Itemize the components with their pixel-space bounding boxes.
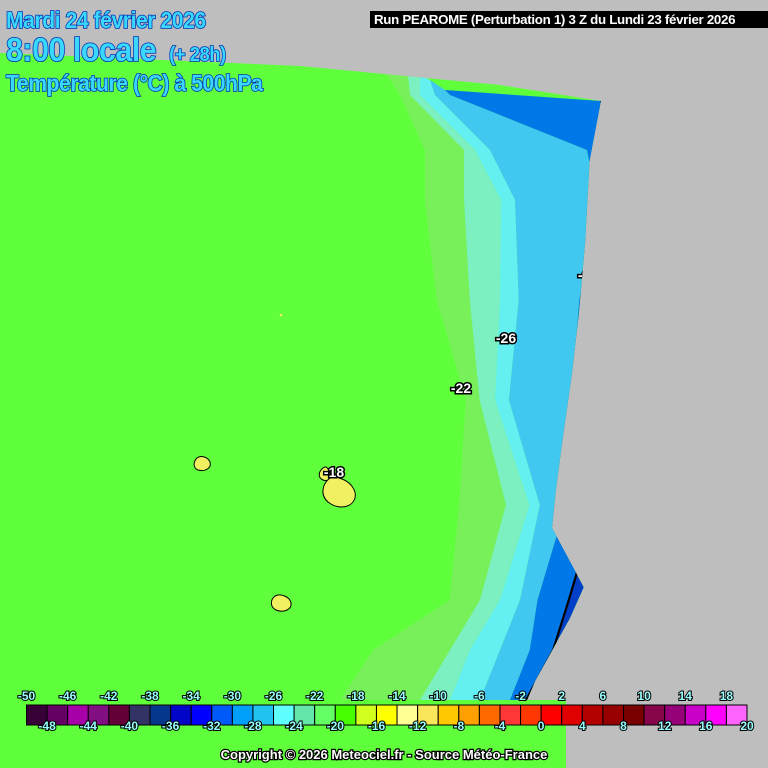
svg-text:-26: -26 bbox=[265, 689, 283, 703]
svg-text:8: 8 bbox=[620, 719, 627, 733]
svg-text:-40: -40 bbox=[121, 719, 139, 733]
svg-text:-34: -34 bbox=[183, 689, 201, 703]
svg-text:-28: -28 bbox=[244, 719, 262, 733]
svg-text:-30: -30 bbox=[224, 689, 242, 703]
svg-text:-4: -4 bbox=[495, 719, 506, 733]
svg-text:-14: -14 bbox=[388, 689, 406, 703]
svg-text:12: 12 bbox=[658, 719, 672, 733]
svg-text:-42: -42 bbox=[100, 689, 118, 703]
svg-text:-18: -18 bbox=[324, 464, 344, 480]
svg-text:-48: -48 bbox=[38, 719, 56, 733]
svg-text:0: 0 bbox=[538, 719, 545, 733]
svg-text:-2: -2 bbox=[515, 689, 526, 703]
svg-text:-44: -44 bbox=[80, 719, 98, 733]
svg-text:-12: -12 bbox=[409, 719, 427, 733]
svg-text:-22: -22 bbox=[306, 689, 324, 703]
svg-text:2: 2 bbox=[558, 689, 565, 703]
svg-text:-50: -50 bbox=[18, 689, 36, 703]
svg-text:-20: -20 bbox=[327, 719, 345, 733]
svg-text:-46: -46 bbox=[59, 689, 77, 703]
svg-text:-10: -10 bbox=[430, 689, 448, 703]
svg-text:-16: -16 bbox=[368, 719, 386, 733]
svg-text:-32: -32 bbox=[203, 719, 221, 733]
svg-text:-36: -36 bbox=[162, 719, 180, 733]
svg-text:6: 6 bbox=[600, 689, 607, 703]
svg-text:4: 4 bbox=[579, 719, 586, 733]
svg-text:-24: -24 bbox=[285, 719, 303, 733]
svg-text:-18: -18 bbox=[347, 689, 365, 703]
svg-text:-38: -38 bbox=[141, 689, 159, 703]
svg-text:-26: -26 bbox=[496, 330, 516, 346]
svg-text:18: 18 bbox=[720, 689, 734, 703]
svg-text:-6: -6 bbox=[474, 689, 485, 703]
svg-text:20: 20 bbox=[740, 719, 754, 733]
svg-text:-8: -8 bbox=[453, 719, 464, 733]
svg-text:-22: -22 bbox=[451, 380, 471, 396]
svg-text:14: 14 bbox=[679, 689, 693, 703]
svg-text:10: 10 bbox=[637, 689, 651, 703]
svg-text:16: 16 bbox=[699, 719, 713, 733]
